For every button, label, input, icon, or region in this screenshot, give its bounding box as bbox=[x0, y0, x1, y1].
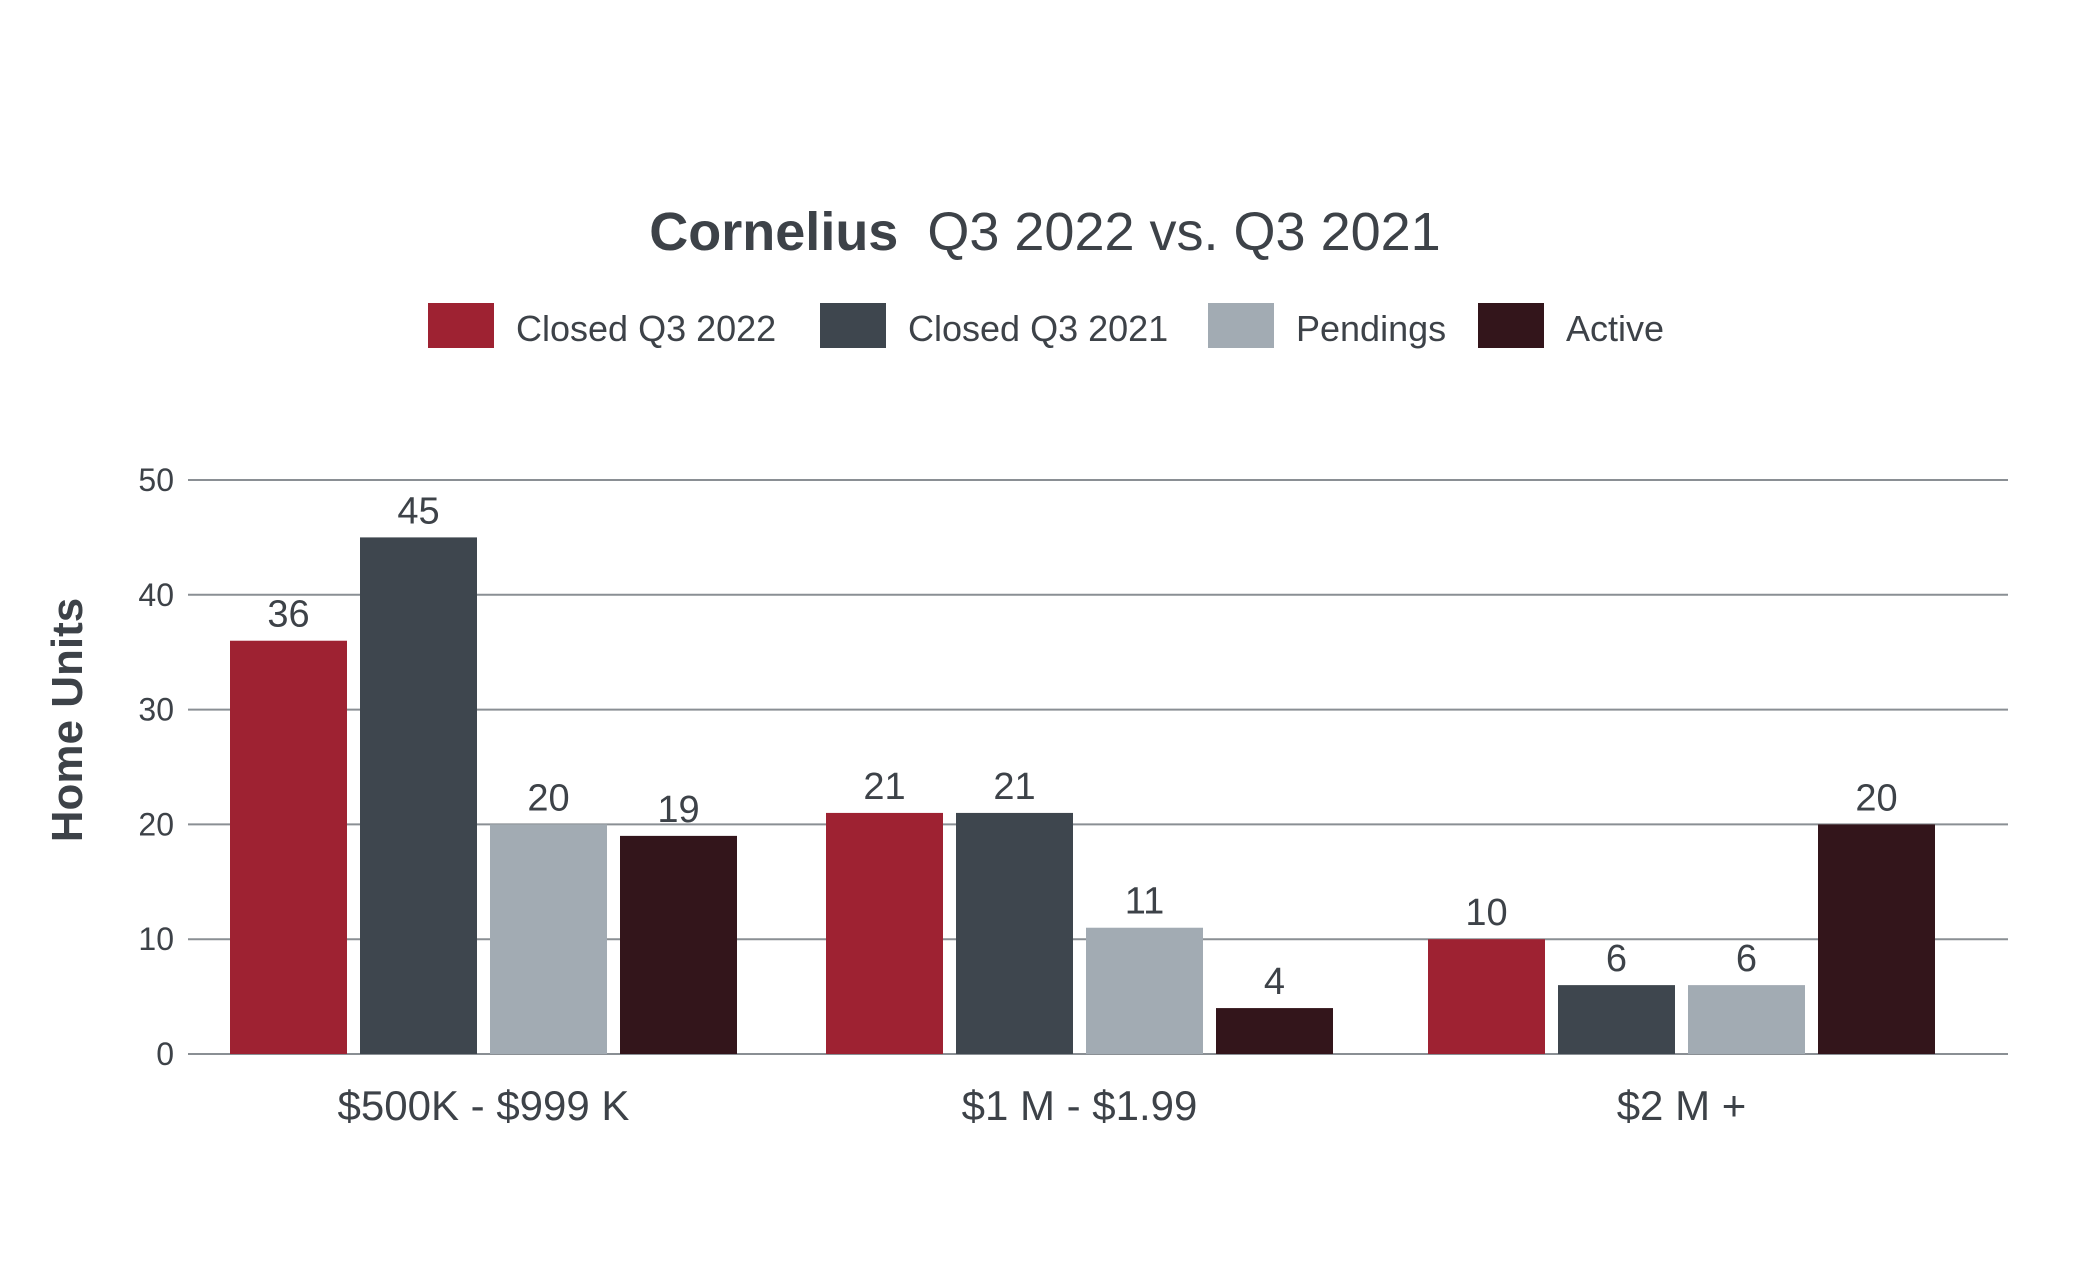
bar bbox=[826, 812, 943, 1054]
bar bbox=[620, 835, 737, 1054]
chart-title-bold: Cornelius bbox=[649, 202, 898, 262]
legend-swatch bbox=[428, 303, 494, 348]
bars: 36 45 20 19 21 21 11 4 10 6 6 20 bbox=[230, 490, 1935, 1054]
legend-swatch bbox=[1478, 303, 1544, 348]
bar-value-label: 10 bbox=[1465, 892, 1507, 934]
bar bbox=[230, 640, 347, 1054]
y-tick-label: 30 bbox=[138, 692, 174, 728]
y-tick-label: 50 bbox=[138, 462, 174, 498]
y-tick-label: 0 bbox=[156, 1036, 174, 1072]
bar-value-label: 36 bbox=[267, 594, 309, 636]
bar bbox=[1216, 1008, 1333, 1054]
bar-value-label: 6 bbox=[1606, 938, 1627, 980]
y-tick-label: 20 bbox=[138, 806, 174, 842]
bar-value-label: 11 bbox=[1125, 881, 1164, 923]
legend: Closed Q3 2022 Closed Q3 2021 Pendings Acti… bbox=[428, 303, 1664, 349]
legend-label: Pendings bbox=[1296, 308, 1446, 349]
y-axis: 0 10 20 30 40 50 bbox=[138, 462, 174, 1072]
bar bbox=[1688, 985, 1805, 1054]
chart-title: Cornelius Q3 2022 vs. Q3 2021 bbox=[649, 202, 1440, 262]
bar-value-label: 4 bbox=[1264, 961, 1285, 1003]
legend-label: Active bbox=[1566, 308, 1664, 349]
y-axis-label: Home Units bbox=[43, 598, 92, 842]
legend-label: Closed Q3 2021 bbox=[908, 308, 1168, 349]
x-tick-label: $500K - $999 K bbox=[338, 1082, 630, 1129]
bar-value-label: 21 bbox=[863, 766, 905, 808]
y-tick-label: 40 bbox=[138, 577, 174, 613]
bar bbox=[360, 537, 477, 1054]
legend-swatch bbox=[820, 303, 886, 348]
y-tick-label: 10 bbox=[138, 921, 174, 957]
legend-label: Closed Q3 2022 bbox=[516, 308, 776, 349]
bar bbox=[1818, 824, 1935, 1054]
bar bbox=[956, 812, 1073, 1054]
bar-value-label: 6 bbox=[1736, 938, 1757, 980]
chart-title-rest: Q3 2022 vs. Q3 2021 bbox=[927, 202, 1440, 262]
bar bbox=[1558, 985, 1675, 1054]
bar bbox=[1086, 927, 1203, 1054]
bar-value-label: 20 bbox=[1855, 777, 1897, 819]
bar bbox=[490, 824, 607, 1054]
bar bbox=[1428, 939, 1545, 1054]
bar-value-label: 20 bbox=[527, 777, 569, 819]
bar-value-label: 21 bbox=[993, 766, 1035, 808]
legend-swatch bbox=[1208, 303, 1274, 348]
x-tick-label: $2 M + bbox=[1617, 1082, 1747, 1129]
bar-value-label: 19 bbox=[657, 789, 699, 831]
x-axis: $500K - $999 K $1 M - $1.99 $2 M + bbox=[338, 1082, 1747, 1129]
x-tick-label: $1 M - $1.99 bbox=[962, 1082, 1198, 1129]
bar-value-label: 45 bbox=[397, 490, 439, 532]
